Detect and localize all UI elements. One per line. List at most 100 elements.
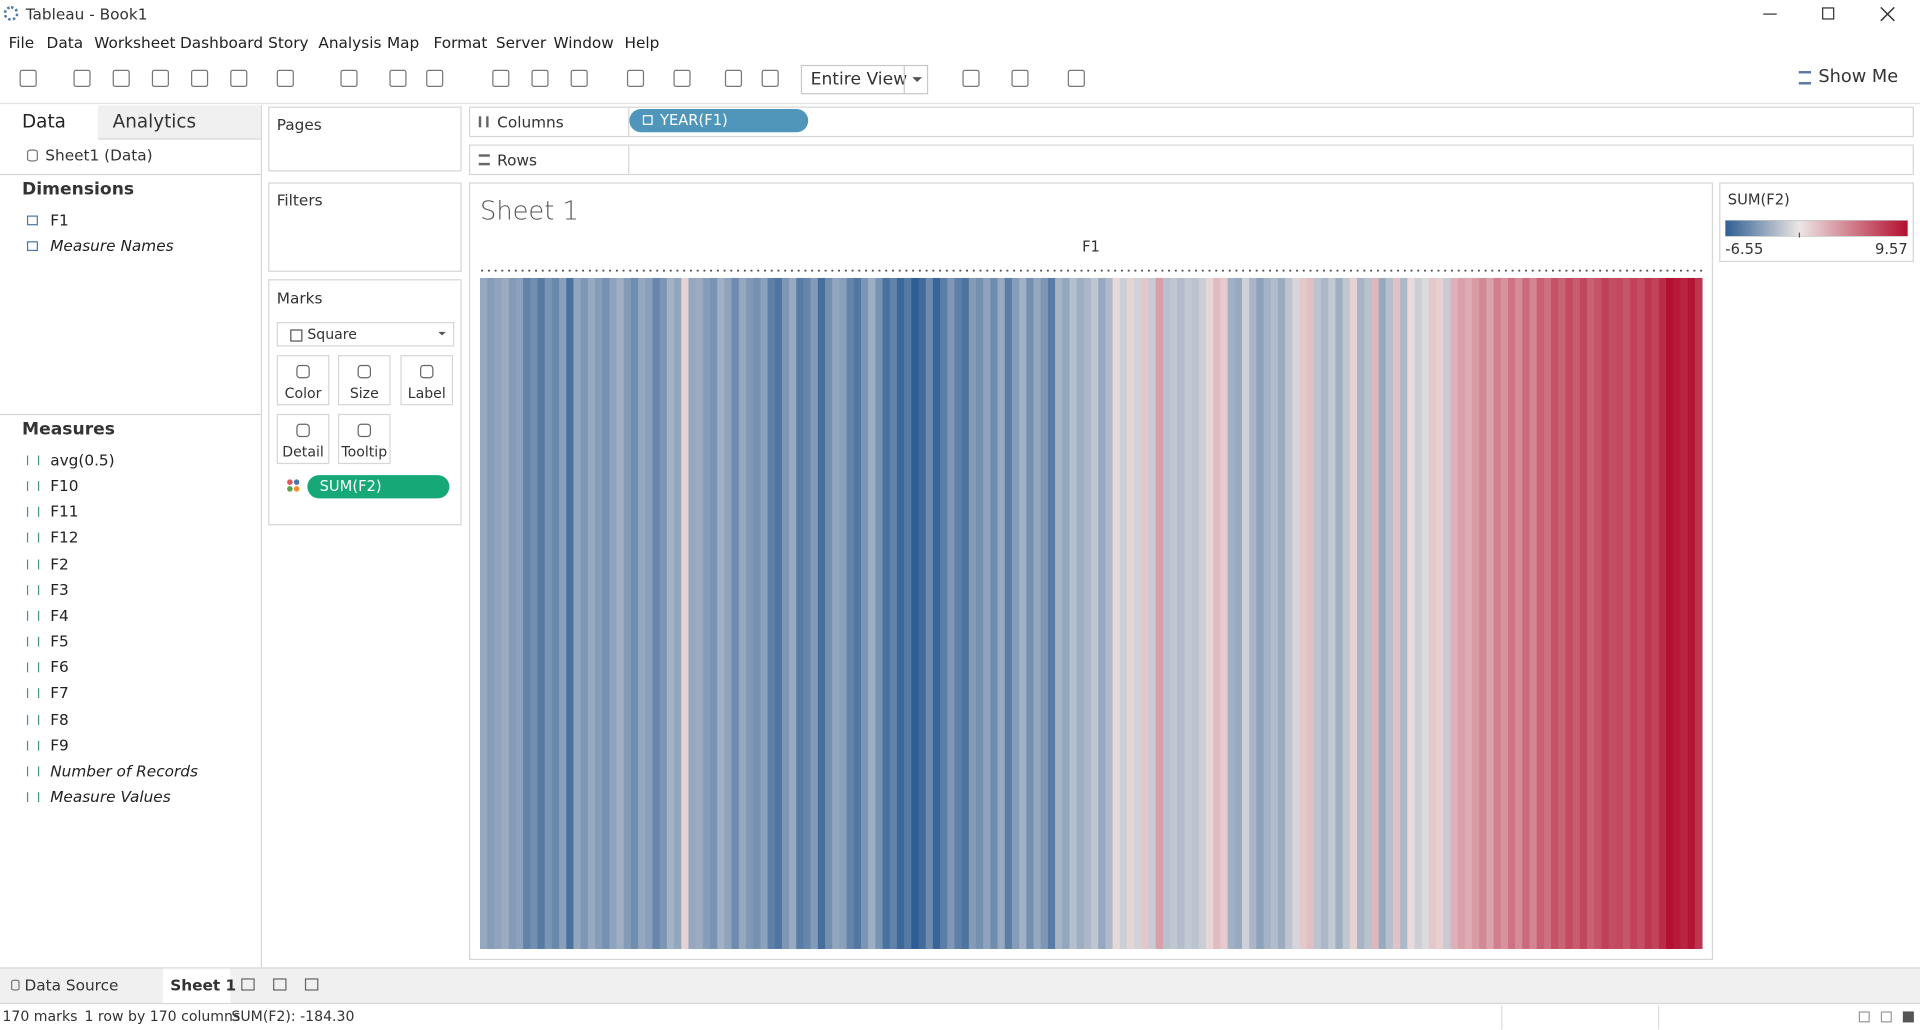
- view-toggle[interactable]: [1880, 1011, 1892, 1023]
- close-button[interactable]: [1880, 6, 1896, 22]
- stripe: [774, 277, 783, 949]
- menu-item[interactable]: Server: [495, 33, 547, 52]
- dimension-field[interactable]: Measure Names: [50, 236, 174, 255]
- toolbar-button[interactable]: [73, 69, 91, 87]
- toolbar-button[interactable]: [340, 69, 358, 87]
- toolbar-button[interactable]: [389, 69, 407, 87]
- sheet-title: Sheet 1: [480, 196, 579, 226]
- measure-field[interactable]: F9: [50, 735, 69, 754]
- measure-field[interactable]: F11: [50, 502, 79, 521]
- fit-dropdown[interactable]: Entire View: [800, 64, 929, 95]
- new-story-button[interactable]: [304, 978, 319, 991]
- menu-item[interactable]: File: [8, 33, 35, 52]
- stripe: [494, 277, 503, 949]
- menu-item[interactable]: Map: [386, 33, 420, 52]
- measure-field[interactable]: F6: [50, 657, 69, 677]
- stripe: [839, 277, 848, 949]
- data-tab[interactable]: Data: [22, 110, 66, 133]
- columns-label: Columns: [497, 112, 564, 132]
- toolbar-button[interactable]: [191, 69, 209, 87]
- stripe: [1313, 277, 1322, 949]
- stripe: [810, 277, 819, 949]
- toolbar-button[interactable]: [19, 69, 37, 87]
- marks-button[interactable]: Tooltip: [337, 413, 391, 465]
- toolbar-button[interactable]: [492, 69, 510, 87]
- analytics-tab[interactable]: Analytics: [112, 110, 197, 133]
- new-dashboard-button[interactable]: [273, 978, 287, 991]
- toolbar-button[interactable]: [112, 69, 130, 87]
- toolbar-button[interactable]: [1011, 69, 1029, 87]
- sheet-tab[interactable]: Sheet 1: [170, 975, 237, 995]
- measure-field[interactable]: avg(0.5): [50, 450, 115, 469]
- color-icon: [286, 478, 301, 493]
- marks-button[interactable]: Size: [337, 355, 391, 406]
- stripe: [1680, 277, 1689, 949]
- dimension-field[interactable]: F1: [50, 210, 69, 229]
- toolbar-button[interactable]: [626, 69, 645, 87]
- measure-field[interactable]: F8: [50, 709, 69, 728]
- stripe: [1299, 277, 1308, 949]
- toolbar-button[interactable]: [151, 69, 169, 87]
- toolbar-button[interactable]: [570, 69, 588, 87]
- field-icon: [26, 481, 40, 492]
- menu-item[interactable]: Help: [624, 33, 660, 52]
- toolbar-button[interactable]: [531, 69, 549, 87]
- datasource-name[interactable]: Sheet1 (Data): [45, 145, 153, 165]
- color-pill[interactable]: SUM(F2): [307, 475, 450, 499]
- measure-field[interactable]: F10: [50, 476, 79, 495]
- measure-field[interactable]: F5: [50, 631, 69, 651]
- menu-item[interactable]: Format: [433, 33, 488, 52]
- stripe: [1522, 277, 1531, 949]
- columns-pill[interactable]: YEAR(F1): [629, 108, 809, 133]
- view-toggle[interactable]: [1902, 1011, 1914, 1023]
- menu-item[interactable]: Data: [46, 33, 84, 52]
- stripe: [983, 277, 991, 949]
- toolbar-button[interactable]: [1067, 69, 1085, 87]
- menu-item[interactable]: Dashboard: [180, 33, 264, 52]
- measure-field[interactable]: F2: [50, 554, 69, 573]
- menu-item[interactable]: Window: [553, 33, 614, 52]
- menu-item[interactable]: Analysis: [318, 33, 382, 52]
- analytics-tab-bg: [97, 105, 261, 140]
- measure-field[interactable]: F4: [50, 605, 69, 625]
- toolbar-button[interactable]: [962, 69, 980, 87]
- stripe: [1464, 277, 1473, 949]
- toolbar-button[interactable]: [724, 69, 743, 87]
- data-pane: [0, 105, 263, 968]
- stripe: [1306, 277, 1315, 949]
- measure-field[interactable]: F3: [50, 580, 69, 599]
- field-icon: [26, 533, 40, 543]
- stripe: [1026, 277, 1035, 949]
- stripe: [1177, 277, 1185, 949]
- data-source-tab[interactable]: Data Source: [24, 975, 119, 995]
- marks-button[interactable]: Label: [400, 355, 454, 406]
- stripe: [1270, 277, 1279, 949]
- measure-field[interactable]: Number of Records: [50, 761, 199, 780]
- restore-button[interactable]: [1822, 7, 1835, 20]
- stripe: [853, 277, 862, 949]
- measure-field[interactable]: Measure Values: [50, 787, 171, 806]
- show-me-button[interactable]: Show Me: [1818, 67, 1899, 87]
- legend-max-label: 9.57: [1875, 241, 1908, 258]
- new-sheet-button[interactable]: [241, 978, 255, 991]
- view-toggle[interactable]: [1858, 1011, 1870, 1023]
- minimize-button[interactable]: [1763, 13, 1777, 15]
- marks-button[interactable]: Detail: [276, 413, 330, 465]
- menu-item[interactable]: Worksheet: [94, 33, 176, 52]
- menu-item[interactable]: Story: [268, 33, 309, 52]
- toolbar-button[interactable]: [276, 69, 294, 87]
- stripe: [1328, 277, 1336, 949]
- toolbar-button[interactable]: [673, 69, 691, 87]
- marks-button[interactable]: Color: [276, 355, 330, 406]
- measure-field[interactable]: F12: [50, 528, 79, 547]
- stripe: [1256, 277, 1265, 949]
- stripe: [1615, 277, 1624, 949]
- stripe: [882, 277, 891, 949]
- mark-type-dropdown[interactable]: Square: [276, 322, 455, 347]
- toolbar-button[interactable]: [230, 69, 248, 87]
- stripe: [1321, 277, 1329, 949]
- toolbar-button[interactable]: [761, 69, 779, 87]
- toolbar-button[interactable]: [426, 69, 444, 87]
- stripe: [645, 277, 654, 949]
- measure-field[interactable]: F7: [50, 683, 69, 703]
